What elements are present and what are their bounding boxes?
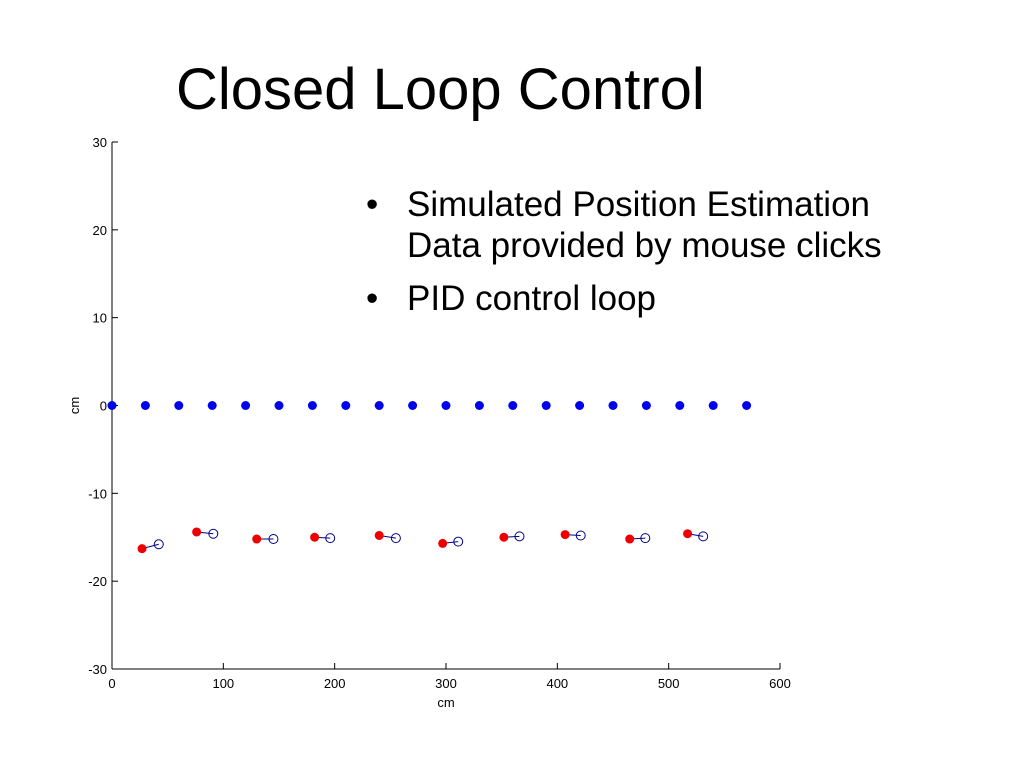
x-axis-label: cm xyxy=(437,695,454,710)
path-point xyxy=(708,401,718,410)
actual-point xyxy=(683,529,693,539)
x-tick-label: 400 xyxy=(546,676,568,691)
actual-point xyxy=(374,530,384,540)
bullet-line: Simulated Position Estimation xyxy=(407,185,870,224)
path-point xyxy=(675,401,685,410)
bullet-marker: • xyxy=(366,185,379,224)
estimate-point xyxy=(325,533,336,544)
path-point xyxy=(608,401,618,410)
estimate-point xyxy=(575,530,586,541)
path-point xyxy=(341,401,351,410)
path-point xyxy=(241,401,251,410)
estimate-point xyxy=(390,533,401,544)
path-point xyxy=(307,401,317,410)
bullet-line: PID control loop xyxy=(407,279,657,318)
estimate-point xyxy=(514,531,525,542)
actual-point xyxy=(499,532,509,542)
bullet-marker: • xyxy=(366,279,379,318)
x-tick-label: 200 xyxy=(324,676,346,691)
y-tick-label: -20 xyxy=(88,574,107,589)
y-tick-label: 20 xyxy=(93,223,107,238)
actual-point xyxy=(137,544,147,554)
x-tick-label: 300 xyxy=(435,676,457,691)
x-tick-label: 0 xyxy=(108,676,115,691)
slide-title: Closed Loop Control xyxy=(176,57,705,122)
estimate-point xyxy=(698,531,709,542)
estimate-point xyxy=(208,528,219,539)
x-tick-label: 100 xyxy=(212,676,234,691)
bullet-item-position-estimation: • Simulated Position Estimation Data pro… xyxy=(366,184,1016,266)
path-point xyxy=(374,401,384,410)
path-point xyxy=(174,401,184,410)
y-tick-label: 10 xyxy=(93,311,107,326)
actual-point xyxy=(438,538,448,548)
path-point xyxy=(474,401,484,410)
estimate-point xyxy=(268,534,279,545)
path-point xyxy=(441,401,451,410)
bullet-item-pid: • PID control loop xyxy=(366,278,1016,319)
path-point xyxy=(274,401,284,410)
estimate-point xyxy=(453,536,464,547)
path-point xyxy=(207,401,217,410)
y-tick-label: 30 xyxy=(93,135,107,150)
actual-point xyxy=(625,534,635,544)
y-axis-label: cm xyxy=(67,397,82,414)
estimate-point xyxy=(640,533,651,544)
bullet-line: Data provided by mouse clicks xyxy=(407,226,882,265)
x-tick-label: 600 xyxy=(769,676,791,691)
path-point xyxy=(641,401,651,410)
actual-point xyxy=(310,532,320,542)
path-point xyxy=(575,401,585,410)
y-tick-label: -10 xyxy=(88,486,107,501)
path-point xyxy=(107,401,117,410)
estimate-point xyxy=(153,539,164,550)
actual-point xyxy=(252,534,262,544)
path-point xyxy=(508,401,518,410)
x-tick-label: 500 xyxy=(658,676,680,691)
actual-point xyxy=(560,530,570,540)
path-point xyxy=(140,401,150,410)
path-point xyxy=(742,401,752,410)
actual-point xyxy=(192,527,202,537)
path-point xyxy=(541,401,551,410)
y-tick-label: -30 xyxy=(88,662,107,677)
bullet-list: • Simulated Position Estimation Data pro… xyxy=(366,184,1016,331)
path-point xyxy=(408,401,418,410)
y-tick-label: 0 xyxy=(100,399,107,414)
